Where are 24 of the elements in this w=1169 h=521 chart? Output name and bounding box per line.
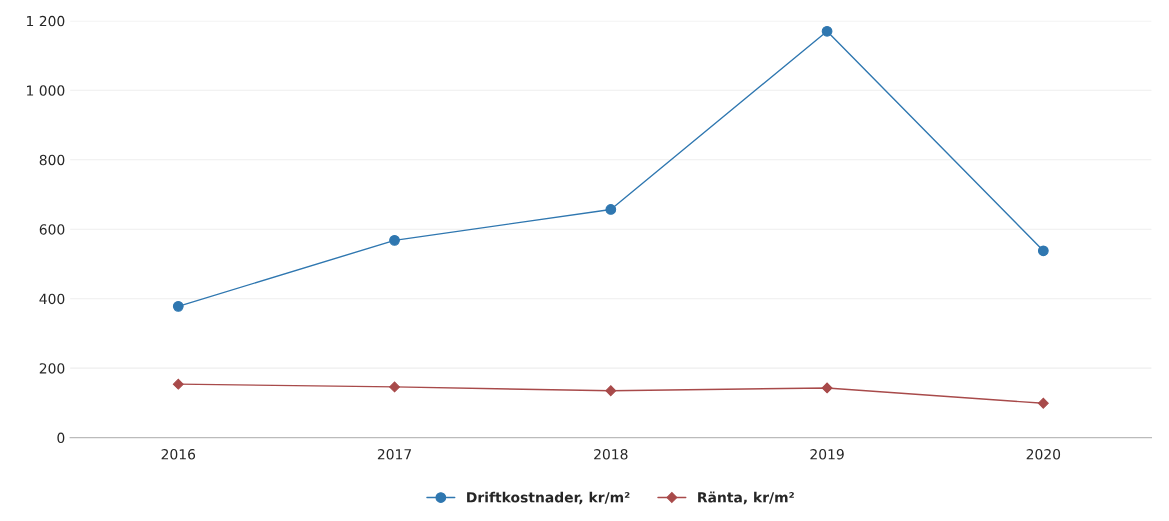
point [1037,245,1049,257]
x-tick-label: 2017 [377,449,412,460]
point [172,378,184,390]
point [605,385,617,397]
point [172,300,184,312]
x-tick-label: 2018 [594,449,628,460]
point [1037,397,1049,409]
y-tick-label: 1 200 [27,15,65,27]
y-tick-label: 0 [57,432,65,444]
x-tick-label: 2016 [161,449,196,460]
y-tick-label: 800 [39,154,65,166]
legend-label: Ränta, kr/m² [698,491,794,505]
legend-label: Driftkostnader, kr/m² [467,491,630,505]
x-tick-label: 2020 [1026,449,1061,460]
y-tick-label: 600 [39,224,65,235]
y-tick-label: 400 [39,293,65,305]
y-tick-label: 1 000 [27,85,65,96]
point [605,204,617,215]
point [821,382,833,394]
point [389,234,400,246]
point [389,381,400,393]
y-tick-label: 200 [39,363,65,374]
point [821,25,833,37]
x-tick-label: 2019 [810,449,844,460]
